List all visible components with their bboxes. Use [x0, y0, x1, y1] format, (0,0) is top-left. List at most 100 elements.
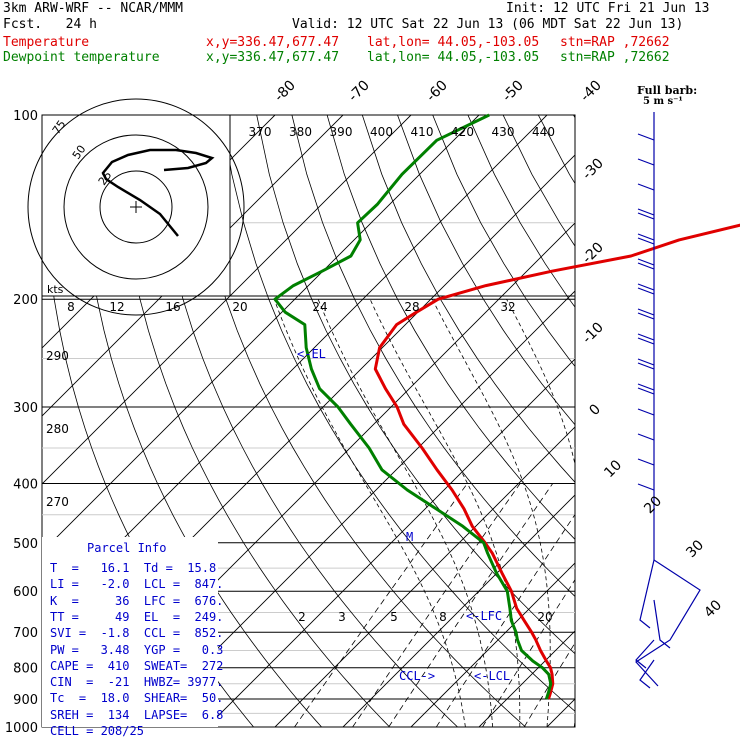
init-time: Init: 12 UTC Fri 21 Jun 13 [506, 1, 710, 16]
temperature-latlon: lat,lon= 44.05,-103.05 [367, 35, 540, 50]
dry-adiabat [150, 115, 459, 727]
isotherm-label: -30 [579, 155, 606, 182]
pressure-label: 500 [13, 537, 38, 552]
isotherm-label: -60 [423, 77, 450, 104]
mixing-ratio-label: 5 [390, 610, 398, 624]
lcl-annotation: <-LCL [474, 669, 510, 683]
dry-adiabat [185, 115, 527, 727]
pressure-label: 800 [13, 662, 38, 677]
parcel-info-row: SVI = -1.8 CCL = 852. [50, 626, 224, 641]
ccl-annotation: CCL-> [399, 669, 435, 683]
wind-barb [637, 337, 655, 345]
el-annotation: <-EL [297, 347, 326, 361]
theta-e-label: 420 [451, 125, 474, 139]
wind-barb [637, 237, 655, 245]
isotherm-line [615, 115, 740, 727]
wind-barb [637, 362, 655, 370]
parcel-info-box [42, 537, 218, 727]
dry-adiabat [115, 115, 391, 727]
dry-adiabat [221, 115, 575, 712]
dry-adiabat [397, 115, 575, 426]
hodo-ring-50 [63, 134, 209, 280]
inset-axis-label: 20 [232, 300, 247, 314]
parcel-info-title: Parcel Info [87, 541, 167, 555]
wind-barb [637, 133, 655, 141]
parcel-info-row: Tc = 18.0 SHEAR= 50. [50, 691, 224, 706]
theta-e-label: 400 [370, 125, 393, 139]
wind-barb [637, 308, 655, 316]
dry-adiabat [644, 115, 740, 740]
isotherm-label: -40 [577, 77, 604, 104]
theta-e-label: 430 [492, 125, 515, 139]
parcel-info-row: T = 16.1 Td = 15.8 [50, 561, 217, 575]
wind-barb [637, 433, 655, 441]
wind-barb [637, 212, 655, 220]
dry-adiabat [609, 115, 740, 740]
hodo-ring-75 [27, 98, 245, 316]
isotherm-label: 40 [701, 597, 725, 621]
wind-barb [637, 387, 655, 395]
wind-barb [637, 458, 655, 466]
isotherm-label: -50 [499, 77, 526, 104]
wind-barb [637, 383, 655, 391]
pressure-label: 100 [13, 109, 38, 124]
wind-barb [637, 183, 655, 191]
inset-axis-label: 32 [500, 300, 515, 314]
dry-adiabat [361, 115, 575, 483]
wind-barb [639, 659, 655, 689]
pressure-label: 700 [13, 626, 38, 641]
parcel-info-row: PW = 3.48 YGP = 0.3 [50, 642, 224, 657]
theta-e-label: 370 [249, 125, 272, 139]
isotherm-line [42, 115, 480, 553]
model-title: 3km ARW-WRF -- NCAR/MMM [3, 1, 184, 16]
hodo-ring-25 [99, 170, 173, 244]
theta-e-label: 410 [411, 125, 434, 139]
pressure-label: 200 [13, 293, 38, 308]
moist-adiabat [317, 299, 493, 727]
isotherm-label: 10 [601, 457, 625, 481]
pressure-label: 300 [13, 401, 38, 416]
valid-time: Valid: 12 UTC Sat 22 Jun 13 (06 MDT Sat … [292, 17, 684, 32]
inset-axis-label: 8 [67, 300, 75, 314]
sounding-series [273, 113, 740, 700]
isotherm-label: 20 [641, 493, 665, 517]
pressure-label: 400 [13, 477, 38, 492]
isotherm-line [206, 358, 575, 727]
wind-barb [637, 262, 655, 270]
isotherm-line [138, 290, 575, 727]
moist-adiabat [506, 299, 575, 727]
wind-barb [637, 312, 655, 320]
hodograph [27, 98, 245, 316]
wind-barb [637, 158, 655, 166]
hodograph-units: kts [47, 283, 64, 296]
hodograph-trace [101, 148, 215, 237]
temperature-station: stn=RAP ,72662 [560, 35, 670, 50]
isotherm-line [683, 115, 740, 727]
inset-axis-label: 24 [312, 300, 327, 314]
dry-adiabat [679, 115, 740, 740]
theta-e-label: 380 [289, 125, 312, 139]
isotherm-label: 0 [586, 401, 604, 419]
wind-barb [637, 233, 655, 241]
dry-adiabat [573, 115, 575, 119]
parcel-info-row: CAPE = 410 SWEAT= 272 [50, 658, 224, 673]
isotherm-line [342, 494, 575, 727]
theta-e-label: 440 [532, 125, 555, 139]
theta-label: 270 [46, 495, 69, 509]
theta-label: 290 [46, 349, 69, 363]
theta-e-label: 390 [330, 125, 353, 139]
isotherm-label: -80 [271, 77, 298, 104]
mixing-ratio-label: 8 [439, 610, 447, 624]
lfc-annotation: <-LFC [466, 609, 502, 623]
wind-barb-trace [635, 559, 701, 687]
dewpoint-xy: x,y=336.47,677.47 [206, 50, 340, 65]
isotherm-line [42, 115, 344, 417]
temperature-xy: x,y=336.47,677.47 [206, 35, 340, 50]
dewpoint-station: stn=RAP ,72662 [560, 50, 670, 65]
wind-barbs [635, 112, 701, 689]
inset-axis-label: 12 [109, 300, 124, 314]
pressure-label: 1000 [5, 721, 38, 736]
wind-barb [637, 483, 655, 491]
wind-barb [637, 258, 655, 266]
mixing-ratio-line [579, 484, 724, 728]
